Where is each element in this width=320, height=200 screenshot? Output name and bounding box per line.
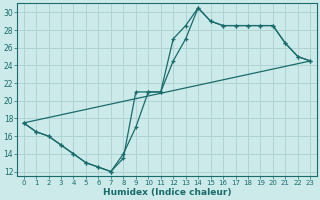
X-axis label: Humidex (Indice chaleur): Humidex (Indice chaleur) [103,188,231,197]
